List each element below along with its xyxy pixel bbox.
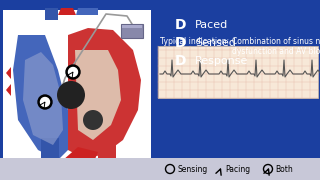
Bar [41,138,59,168]
Text: D: D [175,18,187,32]
Text: Pacing: Pacing [225,165,250,174]
Bar [3,10,151,172]
Text: Paced: Paced [195,20,228,30]
Bar [0,158,320,180]
Circle shape [68,68,77,76]
Text: Both: Both [275,165,293,174]
Polygon shape [45,8,58,20]
Text: Typical indication:: Typical indication: [160,37,229,46]
Circle shape [38,95,52,109]
Text: dysfunction and AV block: dysfunction and AV block [232,47,320,56]
Polygon shape [23,52,63,145]
Polygon shape [75,50,121,140]
Polygon shape [63,147,98,168]
Text: D: D [175,54,187,68]
Bar [121,24,143,38]
Circle shape [83,110,103,130]
Circle shape [57,81,85,109]
Circle shape [66,65,80,79]
Polygon shape [76,8,98,15]
Polygon shape [6,84,11,96]
Text: Response: Response [195,56,248,66]
Circle shape [41,98,50,107]
Text: Sensed: Sensed [195,38,236,48]
Text: D: D [175,36,187,50]
Text: Combination of sinus node: Combination of sinus node [232,37,320,46]
Polygon shape [13,35,68,160]
Bar [98,138,116,168]
Polygon shape [6,67,11,79]
Text: Sensing: Sensing [177,165,207,174]
Polygon shape [68,28,141,158]
Polygon shape [58,8,76,15]
Bar [122,25,142,28]
Bar [158,46,318,98]
